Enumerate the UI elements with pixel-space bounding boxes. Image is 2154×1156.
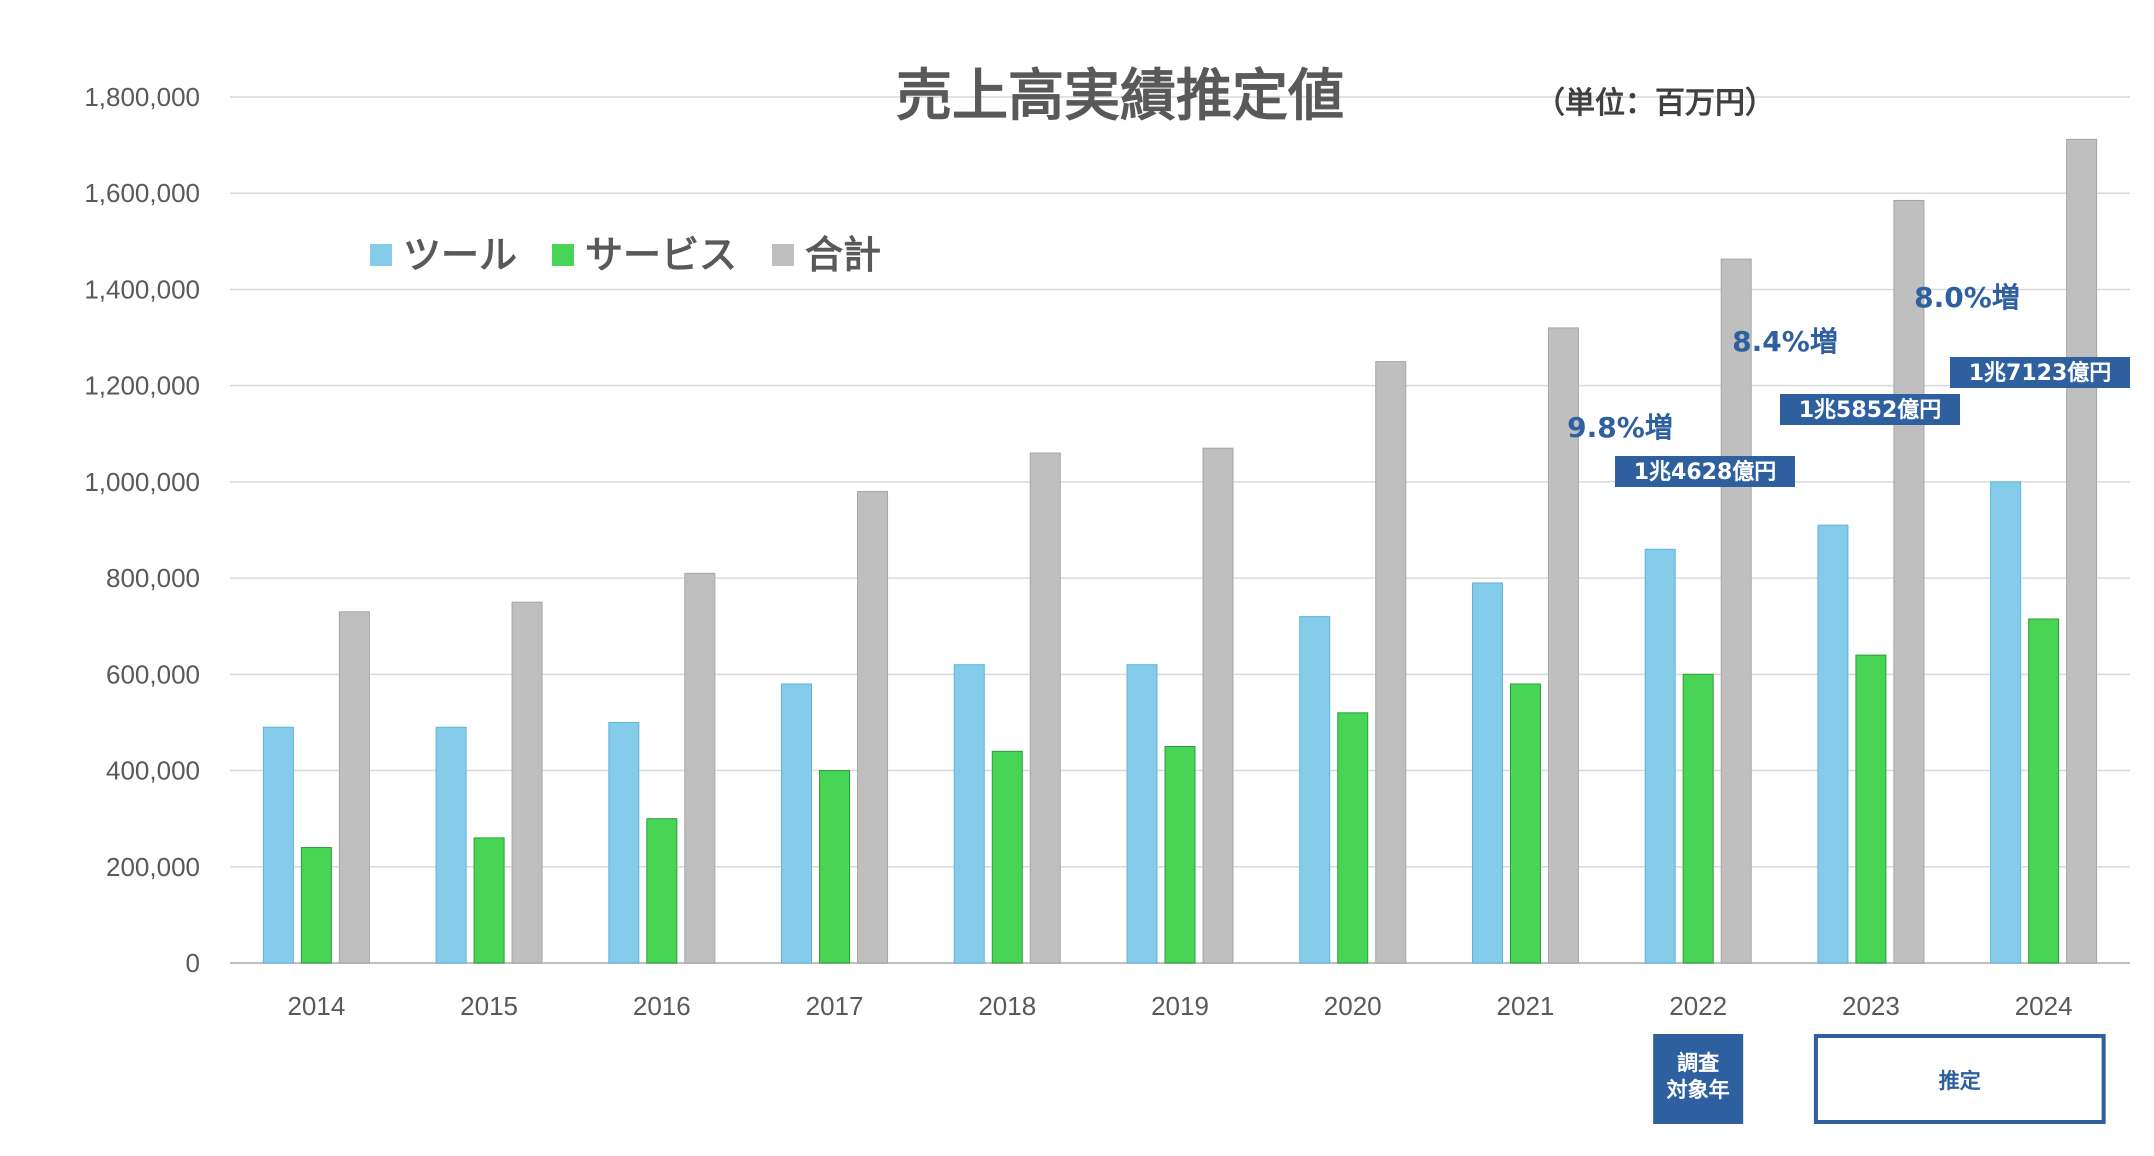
y-tick-label: 600,000	[106, 659, 200, 689]
x-axis-ticks: 2014 2015 2016 2017 2018 2019 2020 2021 2022 2023…	[287, 991, 2072, 1021]
bar-service-2016	[646, 818, 678, 964]
bar-total-2019	[1202, 447, 1234, 964]
survey-year-label: 対象年	[1667, 1078, 1730, 1102]
x-tick-label: 2020	[1324, 991, 1382, 1021]
growth-rate-2024: 8.0%増	[1914, 281, 2020, 314]
total-box-2023	[1780, 394, 1960, 425]
total-box-2022	[1615, 456, 1795, 487]
y-tick-label: 1,400,000	[84, 274, 200, 304]
bar-tool-2015	[435, 726, 467, 964]
bar-total-2021	[1547, 327, 1579, 964]
x-tick-label: 2018	[978, 991, 1036, 1021]
bar-service-2015	[473, 837, 505, 964]
legend-label-total: 合計	[805, 233, 881, 277]
bar-service-2018	[991, 750, 1023, 964]
bar-total-2015	[511, 601, 543, 964]
legend: ツール サービス 合計	[370, 233, 881, 277]
survey-year-box	[1653, 1034, 1744, 1124]
x-tick-label: 2015	[460, 991, 518, 1021]
bar-total-2017	[857, 491, 889, 964]
x-tick-label: 2019	[1151, 991, 1209, 1021]
total-label-2022: 1兆4628億円	[1634, 459, 1777, 485]
bar-service-2019	[1164, 746, 1196, 964]
bar-tool-2017	[781, 683, 813, 964]
x-tick-label: 2021	[1497, 991, 1555, 1021]
estimate-label: 推定	[1939, 1069, 1981, 1093]
bar-tool-2021	[1471, 582, 1503, 964]
bar-tool-2016	[608, 721, 640, 964]
bar-total-2018	[1029, 452, 1061, 964]
bar-service-2022	[1682, 673, 1714, 964]
legend-swatch-service	[552, 244, 574, 266]
growth-rate-2022: 9.8%増	[1567, 411, 1673, 444]
x-tick-label: 2024	[2015, 991, 2073, 1021]
y-tick-label: 800,000	[106, 563, 200, 593]
growth-annotations: 9.8%増 1兆4628億円 8.4%増 1兆5852億円 8.0%増 1兆7123億円	[1567, 281, 2130, 487]
bar-total-2022	[1720, 258, 1752, 964]
estimate-box	[1813, 1034, 2106, 1124]
bar-service-2024	[2028, 618, 2060, 964]
bar-tool-2022	[1644, 548, 1676, 964]
bar-service-2021	[1509, 683, 1541, 964]
bar-total-2016	[684, 572, 716, 964]
bar-total-2014	[338, 611, 370, 964]
bar-tool-2019	[1126, 664, 1158, 964]
y-axis-ticks: 0 200,000 400,000 600,000 800,000 1,000,000 1,…	[84, 82, 200, 978]
y-tick-label: 400,000	[106, 756, 200, 786]
bar-tool-2020	[1299, 616, 1331, 964]
unit-label: （単位：百万円）	[1535, 86, 1775, 121]
survey-year-label: 調査	[1677, 1051, 1719, 1075]
bar-tool-2024	[1990, 481, 2022, 964]
bar-tool-2018	[953, 664, 985, 964]
legend-label-service: サービス	[585, 233, 737, 277]
x-tick-label: 2022	[1669, 991, 1727, 1021]
legend-swatch-tool	[370, 244, 392, 266]
growth-rate-2023: 8.4%増	[1732, 325, 1838, 358]
bars	[262, 138, 2098, 964]
chart-title: 売上高実績推定値	[896, 64, 1344, 129]
bar-tool-2014	[262, 726, 294, 964]
x-tick-label: 2014	[287, 991, 345, 1021]
bar-total-2020	[1375, 361, 1407, 964]
legend-swatch-total	[772, 244, 794, 266]
bar-total-2024	[2066, 138, 2098, 964]
x-tick-label: 2016	[633, 991, 691, 1021]
bar-service-2023	[1855, 654, 1887, 964]
y-tick-label: 1,800,000	[84, 82, 200, 112]
x-tick-label: 2023	[1842, 991, 1900, 1021]
bar-total-2023	[1893, 199, 1925, 964]
x-tick-label: 2017	[806, 991, 864, 1021]
bar-tool-2023	[1817, 524, 1849, 964]
total-label-2024: 1兆7123億円	[1969, 360, 2112, 386]
total-box-2024	[1950, 357, 2130, 388]
bar-service-2017	[819, 770, 851, 964]
grid-lines	[230, 96, 2130, 964]
y-tick-label: 1,600,000	[84, 178, 200, 208]
y-tick-label: 200,000	[106, 852, 200, 882]
bar-service-2014	[300, 847, 332, 964]
y-tick-label: 1,000,000	[84, 467, 200, 497]
y-tick-label: 0	[186, 948, 200, 978]
legend-label-tool: ツール	[403, 233, 517, 277]
total-label-2023: 1兆5852億円	[1799, 397, 1942, 423]
bar-service-2020	[1337, 712, 1369, 964]
y-tick-label: 1,200,000	[84, 371, 200, 401]
